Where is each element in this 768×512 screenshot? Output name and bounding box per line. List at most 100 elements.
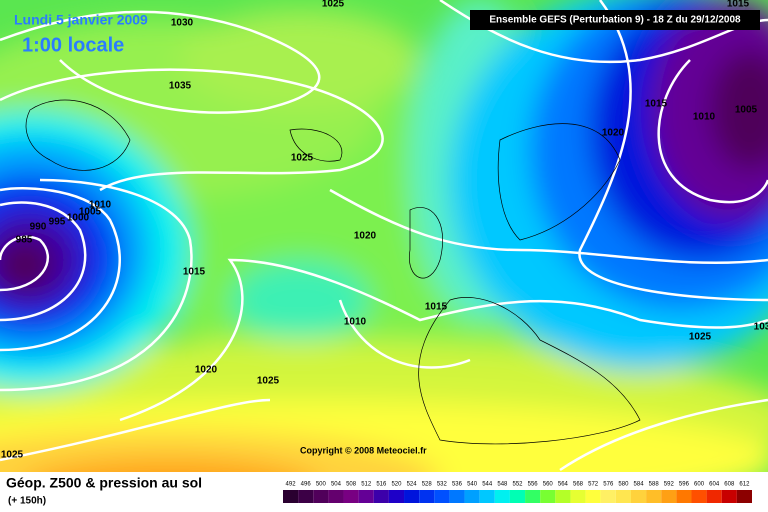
scale-label: 564: [558, 482, 569, 488]
date-label: Lundi 5 janvier 2009: [14, 12, 148, 28]
isobar-label: 1025: [322, 0, 345, 10]
isobar-label: 1015: [645, 99, 668, 110]
scale-label: 548: [497, 482, 508, 488]
isobars: [0, 0, 768, 472]
scale-swatch: [736, 490, 752, 503]
scale-label: 504: [331, 482, 342, 488]
isobar-label: 1020: [602, 128, 625, 139]
scale-label: 608: [724, 482, 735, 488]
scale-swatch: [600, 490, 616, 503]
scale-swatch: [434, 490, 450, 503]
scale-label: 516: [376, 482, 387, 488]
scale-swatch: [721, 490, 737, 503]
scale-label: 584: [634, 482, 645, 488]
scale-label: 604: [709, 482, 720, 488]
scale-label: 556: [528, 482, 539, 488]
model-banner: [470, 10, 760, 30]
isobar-label: 1020: [354, 231, 377, 242]
scale-label: 576: [603, 482, 614, 488]
time-label: 1:00 locale: [22, 34, 124, 56]
scale-swatch: [328, 490, 344, 503]
scale-label: 560: [543, 482, 554, 488]
scale-swatch: [706, 490, 722, 503]
isobar-label: 1000: [67, 213, 90, 224]
scale-swatch: [509, 490, 526, 503]
scale-swatch: [555, 490, 571, 503]
scale-swatch: [464, 490, 480, 503]
isobar-label: 1020: [195, 365, 218, 376]
scale-swatch: [615, 490, 631, 503]
scale-label: 528: [422, 482, 433, 488]
scale-label: 520: [391, 482, 402, 488]
scale-swatch: [313, 490, 329, 503]
scale-swatch: [646, 490, 662, 503]
scale-swatch: [283, 490, 299, 503]
isobar-label: 1015: [727, 0, 750, 10]
scale-label: 536: [452, 482, 463, 488]
scale-label: 596: [679, 482, 690, 488]
scale-label: 600: [694, 482, 705, 488]
scale-swatch: [494, 490, 510, 503]
scale-label: 492: [286, 482, 297, 488]
isobar-label: 1025: [257, 376, 280, 387]
scale-label: 532: [437, 482, 448, 488]
isobar-label: 1025: [689, 332, 712, 343]
scale-label: 592: [664, 482, 675, 488]
scale-swatch: [298, 490, 314, 503]
scale-swatch: [449, 490, 465, 503]
scale-label: 512: [361, 482, 372, 488]
scale-swatch: [540, 490, 556, 503]
color-scale: 492 496 500 504 508 512 516 520 524 528 532 536 540 5…: [283, 482, 752, 503]
isobar-label: 1010: [344, 317, 367, 328]
scale-label: 540: [467, 482, 478, 488]
scale-swatch: [404, 490, 420, 503]
scale-swatch: [585, 490, 601, 503]
scale-label: 496: [301, 482, 312, 488]
isobar-label: 1010: [89, 200, 112, 211]
scale-label: 612: [739, 482, 750, 488]
isobar-label: 1005: [735, 105, 758, 116]
scale-swatch: [479, 490, 495, 503]
footer-lead: (+ 150h): [8, 496, 46, 507]
isobar-label: 990: [30, 222, 47, 233]
scale-swatch: [525, 490, 541, 503]
coastlines: [25, 99, 641, 445]
isobar-label: 1005: [79, 207, 102, 218]
scale-swatch: [691, 490, 707, 503]
model-label: Ensemble GEFS (Perturbation 9) - 18 Z du…: [489, 15, 741, 26]
isobar-label: 1015: [425, 302, 448, 313]
scale-label: 568: [573, 482, 584, 488]
isobar-label: 995: [49, 217, 66, 228]
isobar-label: 1015: [183, 267, 206, 278]
scale-label: 544: [482, 482, 493, 488]
scale-label: 500: [316, 482, 327, 488]
scale-swatch: [343, 490, 359, 503]
scale-swatch: [570, 490, 586, 503]
scale-label: 588: [649, 482, 660, 488]
isobar-labels: 1030102510351025101510201010100510151010…: [1, 0, 768, 461]
isobar-label: 1025: [291, 153, 314, 164]
scale-label: 552: [512, 482, 523, 488]
isobar-label: 1025: [1, 450, 24, 461]
scale-swatch: [388, 490, 405, 503]
scale-swatch: [373, 490, 389, 503]
scale-swatch: [630, 490, 647, 503]
isobar-label: 1035: [169, 81, 192, 92]
scale-label: 580: [618, 482, 629, 488]
isobar-label: 1030: [171, 18, 194, 29]
scale-swatch: [676, 490, 692, 503]
isobar-label: 985: [16, 235, 33, 246]
scale-label: 572: [588, 482, 599, 488]
scale-swatch: [358, 490, 374, 503]
isobar-label: 103: [754, 322, 768, 333]
scale-swatch: [661, 490, 677, 503]
scale-label: 524: [407, 482, 418, 488]
scale-label: 508: [346, 482, 357, 488]
scale-swatch: [419, 490, 435, 503]
copyright: Copyright © 2008 Meteociel.fr: [300, 445, 427, 455]
footer-title: Géop. Z500 & pression au sol: [6, 475, 202, 491]
isobar-label: 1010: [693, 112, 716, 123]
